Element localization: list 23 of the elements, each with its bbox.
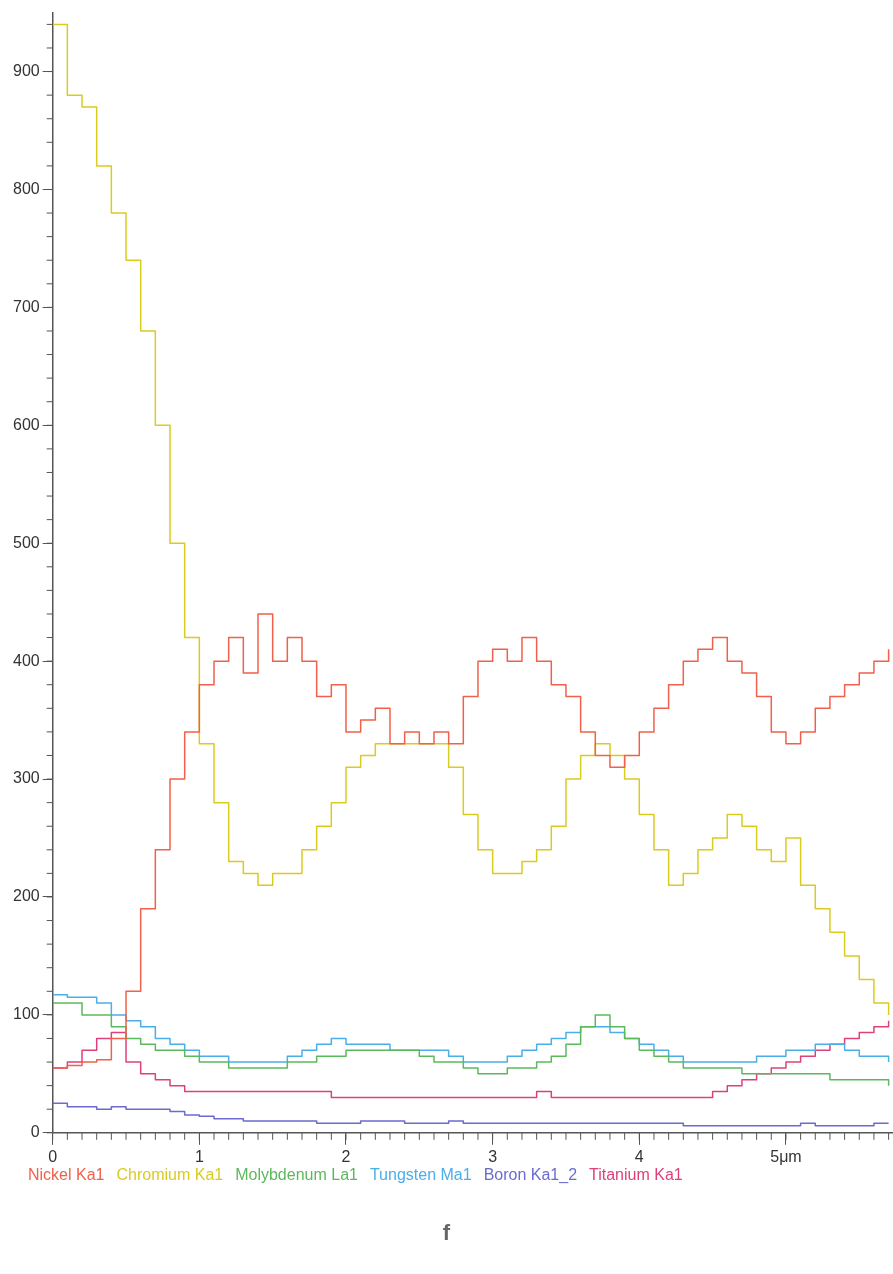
text: Molybdenum La1 [235, 1166, 358, 1183]
text: Chromium Ka1 [116, 1166, 224, 1183]
x-tick-label: 0 [48, 1147, 58, 1165]
y-tick-label: 200 [12, 887, 40, 905]
x-tick-label: 4 [634, 1147, 644, 1165]
text: Boron Ka1_2 [483, 1166, 578, 1183]
y-tick-label: 400 [12, 651, 40, 669]
y-tick-label: 700 [12, 297, 40, 315]
text: Nickel Ka1 [28, 1166, 105, 1183]
y-tick-label: 0 [30, 1123, 40, 1141]
x-tick-label: 1 [194, 1147, 204, 1165]
x-tick-label: 3 [488, 1147, 498, 1165]
y-tick-label: 600 [12, 415, 40, 433]
y-tick-label: 300 [12, 769, 40, 787]
y-tick-label: 500 [12, 533, 40, 551]
y-tick-label: 800 [12, 179, 40, 197]
y-tick-label: 900 [12, 61, 40, 79]
text: f [441, 1220, 452, 1246]
x-tick-label: 5μm [770, 1147, 802, 1165]
text: Titanium Ka1 [589, 1166, 683, 1183]
text: Tungsten Ma1 [369, 1166, 472, 1183]
x-tick-label: 2 [341, 1147, 351, 1165]
y-tick-label: 100 [12, 1005, 40, 1023]
